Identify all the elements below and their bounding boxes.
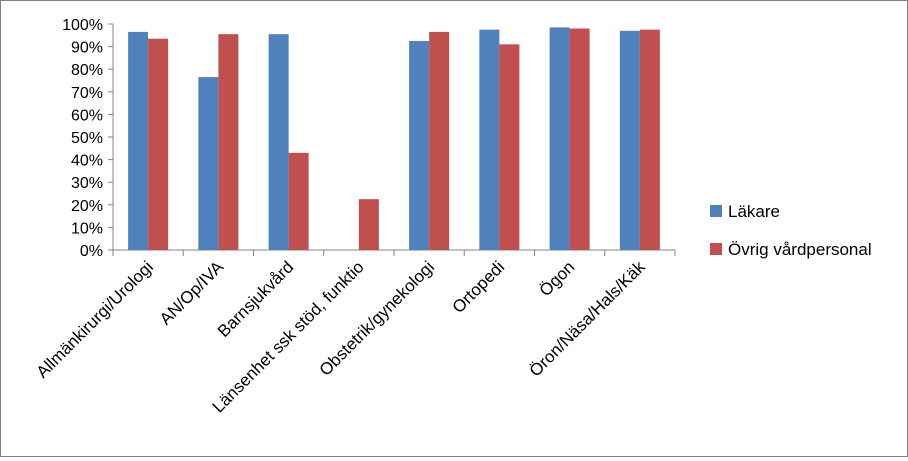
- bar-series-2: [148, 38, 169, 250]
- x-category-label: Allmänkirurgi/Urologi: [33, 257, 157, 381]
- x-category-label: Ortopedi: [449, 257, 509, 317]
- bar-series-1: [479, 29, 500, 251]
- bar-series-2: [218, 34, 239, 250]
- x-category-label: Ögon: [536, 257, 579, 300]
- bar-series-1: [198, 77, 219, 250]
- bar-series-1: [268, 34, 289, 250]
- legend-label: Övrig vårdpersonal: [728, 240, 872, 259]
- bar-series-1: [619, 30, 640, 251]
- bar-series-2: [499, 44, 520, 251]
- y-tick-label: 80%: [71, 62, 103, 79]
- legend: Läkare Övrig vårdpersonal: [710, 202, 872, 259]
- legend-swatch: [710, 243, 722, 255]
- y-tick-label: 50%: [71, 130, 103, 147]
- bars: [128, 27, 660, 251]
- y-tick-label: 10%: [71, 220, 103, 237]
- bar-series-1: [409, 40, 430, 251]
- axes: [108, 23, 676, 256]
- category-labels: Allmänkirurgi/UrologiAN/Op/IVABarnsjukvå…: [33, 257, 649, 417]
- legend-swatch: [710, 205, 722, 217]
- y-tick-label: 40%: [71, 153, 103, 170]
- y-tick-labels: 0% 10% 20% 30% 40% 50% 60% 70% 80% 90% 100%: [62, 17, 103, 260]
- bar-series-2: [429, 31, 450, 250]
- y-tick-label: 30%: [71, 175, 103, 192]
- x-category-label: AN/Op/IVA: [156, 257, 228, 329]
- bar-series-2: [639, 29, 660, 251]
- bar-series-2: [358, 199, 379, 250]
- legend-label: Läkare: [728, 202, 780, 221]
- y-tick-label: 20%: [71, 198, 103, 215]
- bar-series-1: [128, 31, 149, 250]
- y-tick-label: 60%: [71, 107, 103, 124]
- y-tick-label: 0%: [80, 243, 103, 260]
- bar-series-2: [288, 152, 309, 250]
- bar-series-2: [569, 28, 590, 250]
- y-tick-label: 100%: [62, 17, 103, 34]
- y-tick-label: 70%: [71, 85, 103, 102]
- y-tick-label: 90%: [71, 40, 103, 57]
- bar-series-1: [549, 27, 570, 250]
- x-category-label: Öron/Näsa/Hals/Käk: [526, 257, 649, 380]
- x-category-label: Obstetrik/gynekologi: [316, 257, 438, 379]
